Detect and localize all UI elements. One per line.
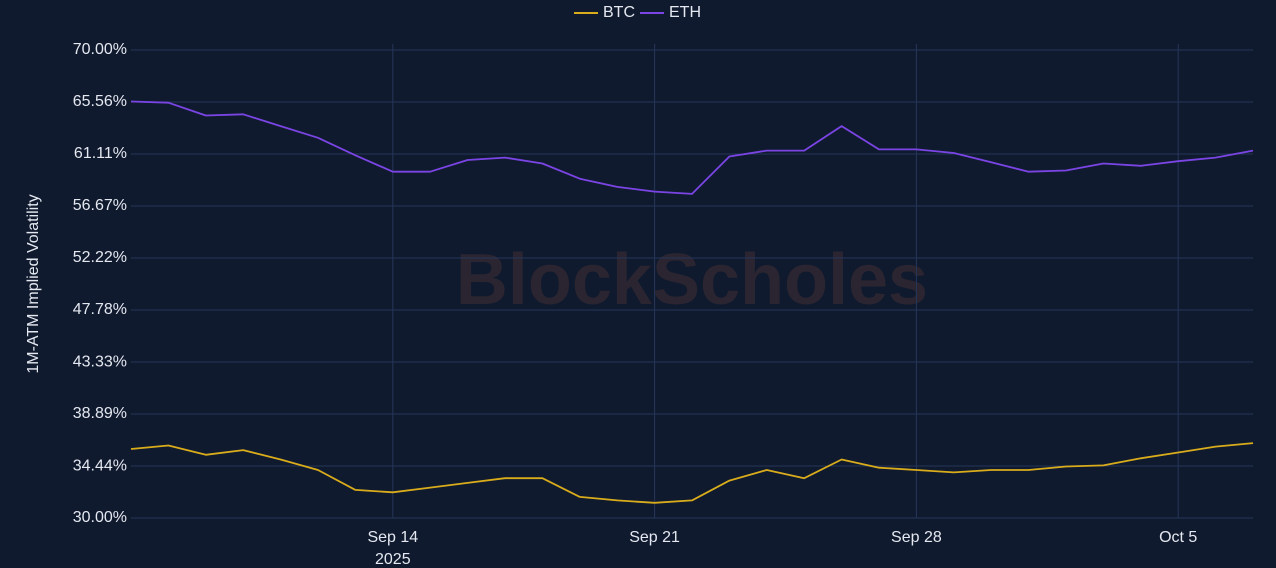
y-tick-label: 70.00% [73, 41, 127, 58]
x-tick-label: Sep 28 [891, 529, 942, 546]
y-tick-label: 47.78% [73, 301, 127, 318]
y-tick-label: 52.22% [73, 249, 127, 266]
x-tick-label: Sep 21 [629, 529, 680, 546]
series-line [130, 100, 1254, 195]
y-tick-label: 43.33% [73, 353, 127, 370]
y-tick-label: 34.44% [73, 457, 127, 474]
y-tick-label: 65.56% [73, 93, 127, 110]
legend-label: BTC [603, 4, 635, 21]
legend-item[interactable]: BTC [574, 4, 635, 21]
legend-item[interactable]: ETH [640, 4, 701, 21]
x-tick-label: Sep 14 [367, 529, 418, 546]
x-tick-label: Oct 5 [1159, 529, 1197, 546]
y-tick-label: 56.67% [73, 197, 127, 214]
x-year-label: 2025 [375, 551, 411, 568]
series-line [130, 442, 1254, 504]
y-tick-label: 30.00% [73, 509, 127, 526]
y-axis-title: 1M-ATM Implied Volatility [25, 194, 42, 373]
y-tick-label: 61.11% [74, 145, 127, 162]
watermark: BlockScholes [456, 240, 928, 320]
legend-label: ETH [669, 4, 701, 21]
y-tick-label: 38.89% [73, 405, 127, 422]
